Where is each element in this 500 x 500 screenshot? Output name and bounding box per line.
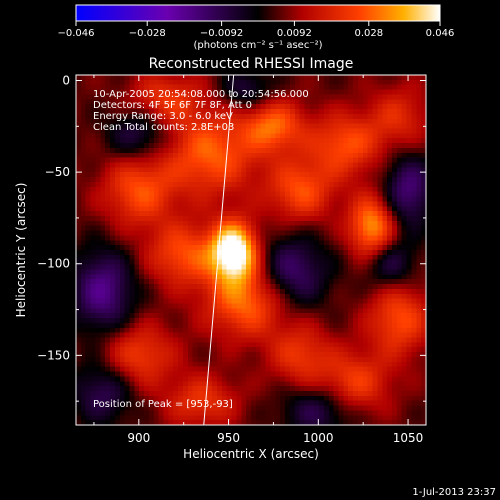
- colorbar: [75, 4, 441, 22]
- heatmap-image: [76, 75, 426, 425]
- annotations: 10-Apr-2005 20:54:08.000 to 20:54:56.000…: [93, 89, 309, 133]
- annotation-line: 10-Apr-2005 20:54:08.000 to 20:54:56.000: [93, 89, 309, 100]
- colorbar-tick-label: 0.028: [354, 28, 383, 39]
- colorbar-tick-label: −0.046: [57, 28, 94, 39]
- x-tick-label: 1000: [303, 431, 334, 445]
- chart-title: Reconstructed RHESSI Image: [149, 56, 354, 72]
- y-tick-label: −50: [45, 165, 70, 179]
- x-axis-ticks: 900 950 1000 1050: [93, 75, 424, 445]
- annotation-line: Detectors: 4F 5F 6F 7F 8F, Att 0: [93, 100, 252, 111]
- annotation-line: Energy Range: 3.0 - 6.0 keV: [93, 111, 233, 122]
- colorbar-tick-label: 0.046: [426, 28, 455, 39]
- y-axis-ticks: 0 −50 −100 −150: [37, 73, 426, 402]
- colorbar-ticks: −0.046 −0.028 −0.0092 0.0092 0.028 0.046: [57, 21, 454, 39]
- peak-label: Position of Peak = [953,-93]: [93, 399, 233, 410]
- colorbar-unit: (photons cm⁻² s⁻¹ asec⁻²): [193, 40, 322, 51]
- plot-frame: [75, 74, 427, 426]
- y-tick-label: −100: [37, 257, 70, 271]
- footer-timestamp: 1-Jul-2013 23:37: [412, 487, 496, 498]
- annotation-line: Clean Total counts: 2.8E+03: [93, 122, 234, 133]
- x-tick-label: 1050: [393, 431, 424, 445]
- x-axis-label: Heliocentric X (arcsec): [183, 447, 319, 461]
- colorbar-tick-label: −0.0092: [200, 28, 243, 39]
- x-tick-label: 950: [217, 431, 240, 445]
- y-tick-label: −150: [37, 348, 70, 362]
- x-tick-label: 900: [127, 431, 150, 445]
- solar-limb-line: [203, 75, 235, 425]
- y-tick-label: 0: [62, 73, 70, 87]
- colorbar-tick-label: −0.028: [129, 28, 166, 39]
- y-axis-label: Heliocentric Y (arcsec): [14, 183, 28, 318]
- colorbar-tick-label: 0.0092: [277, 28, 312, 39]
